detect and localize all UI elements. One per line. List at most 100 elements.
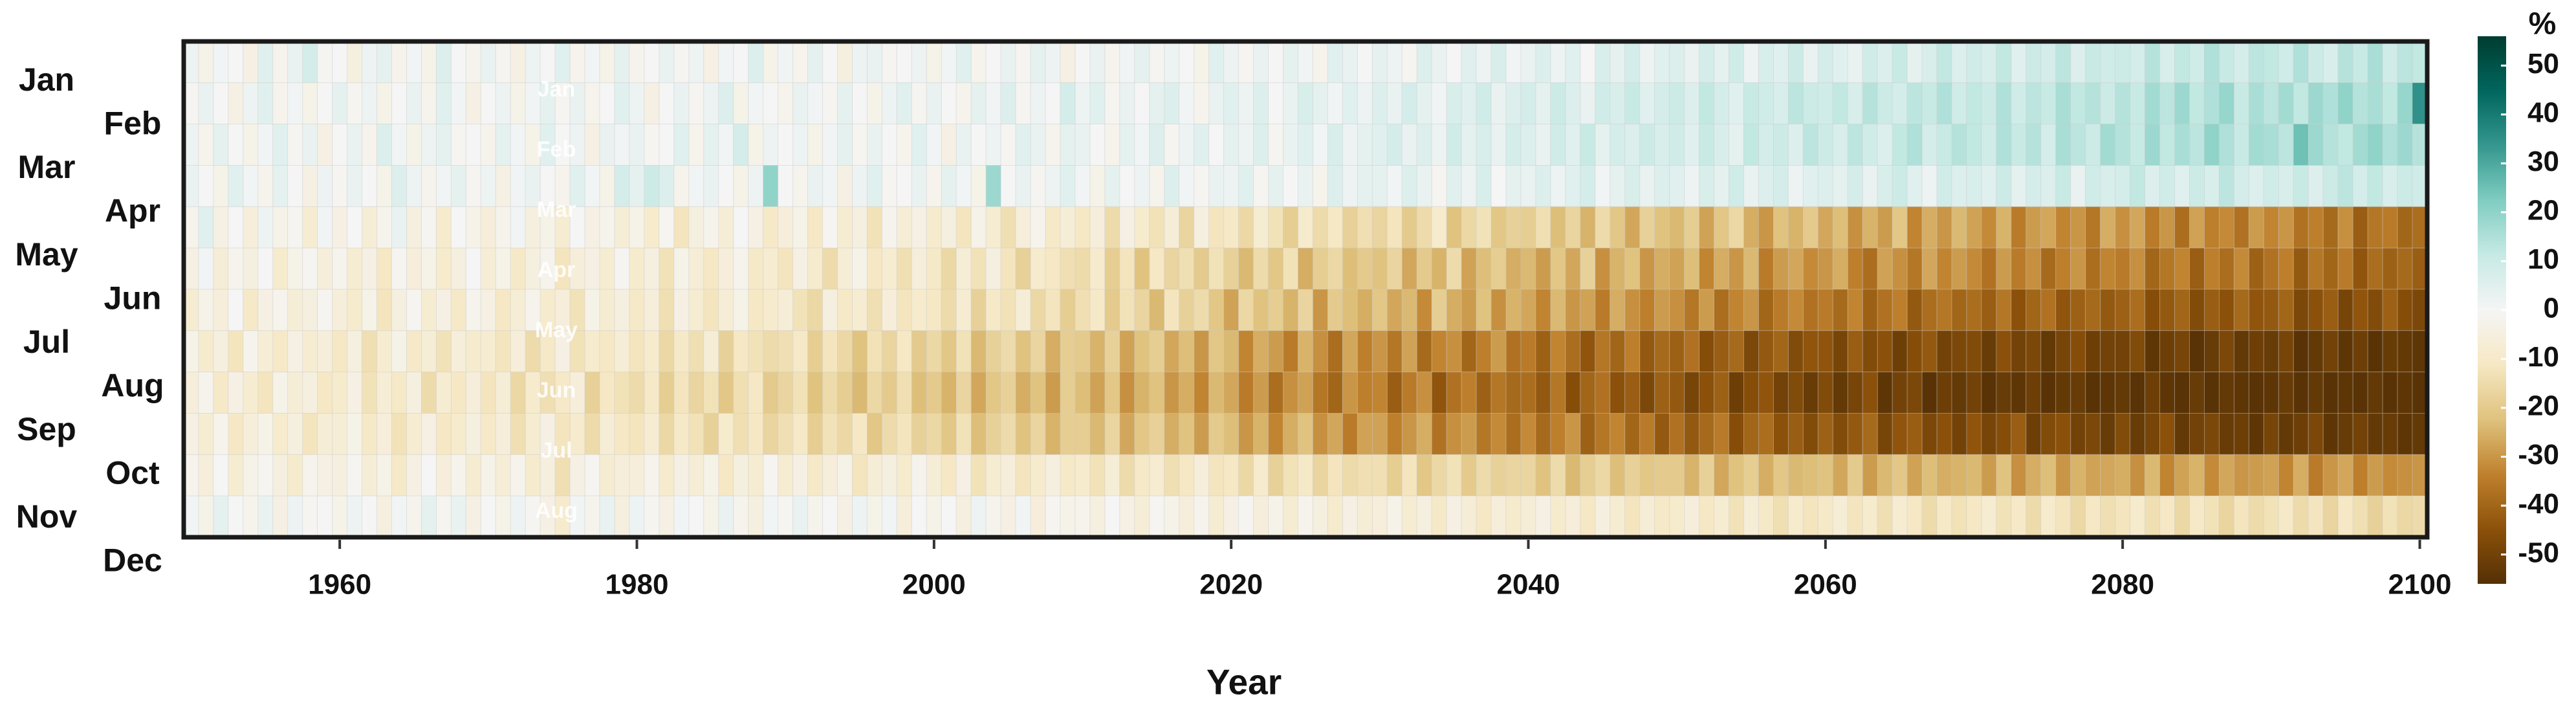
- heatmap-cell: [673, 124, 690, 166]
- heatmap-cell: [822, 372, 838, 414]
- heatmap-cell: [1179, 82, 1195, 125]
- heatmap-cell: [2025, 454, 2042, 496]
- heatmap-cell: [2322, 289, 2339, 331]
- heatmap-cell: [1134, 372, 1150, 414]
- heatmap-cell: [2233, 206, 2249, 249]
- heatmap-cell: [1119, 372, 1135, 414]
- heatmap-cell: [703, 247, 719, 290]
- heatmap-cell: [1253, 124, 1269, 166]
- heatmap-cell: [659, 372, 675, 414]
- heatmap-cell: [1580, 289, 1596, 331]
- heatmap-cell: [941, 41, 957, 83]
- heatmap-cell: [2278, 41, 2294, 83]
- heatmap-cell: [1639, 247, 1655, 290]
- heatmap-cell: [2293, 454, 2309, 496]
- heatmap-cell: [495, 495, 511, 538]
- heatmap-cell: [362, 495, 378, 538]
- heatmap-cell: [406, 289, 422, 331]
- heatmap-cell: [985, 413, 1001, 455]
- heatmap-cell: [778, 124, 794, 166]
- heatmap-cell: [1476, 206, 1492, 249]
- heatmap-cell: [1981, 247, 1997, 290]
- heatmap-cell: [1015, 247, 1031, 290]
- heatmap-cell: [1699, 454, 1715, 496]
- heatmap-cell: [198, 454, 214, 496]
- heatmap-cell: [1624, 247, 1641, 290]
- heatmap-cell: [1283, 124, 1299, 166]
- heatmap-cell: [1714, 247, 1730, 290]
- heatmap-cell: [1951, 413, 1967, 455]
- heatmap-cell: [480, 413, 496, 455]
- heatmap-cell: [2174, 82, 2190, 125]
- heatmap-cell: [644, 124, 660, 166]
- heatmap-cell: [1386, 495, 1403, 538]
- heatmap-cell: [1045, 495, 1061, 538]
- heatmap-cell: [1357, 372, 1373, 414]
- heatmap-cell: [644, 413, 660, 455]
- heatmap-cell: [1119, 247, 1135, 290]
- heatmap-cell: [614, 495, 630, 538]
- heatmap-cell: [1134, 247, 1150, 290]
- heatmap-cell: [2174, 247, 2190, 290]
- heatmap-cell: [228, 454, 244, 496]
- heatmap-cell: [2145, 247, 2161, 290]
- heatmap-cell: [2218, 289, 2234, 331]
- heatmap-cell: [2263, 454, 2279, 496]
- heatmap-cell: [2100, 206, 2116, 249]
- heatmap-cell: [287, 330, 303, 373]
- heatmap-cell: [1208, 124, 1225, 166]
- heatmap-cell: [2352, 454, 2368, 496]
- heatmap-cell: [778, 206, 794, 249]
- heatmap-cell: [2278, 289, 2294, 331]
- heatmap-cell: [2130, 41, 2146, 83]
- heatmap-cell: [659, 247, 675, 290]
- heatmap-cell: [1906, 289, 1923, 331]
- heatmap-cell: [1223, 247, 1239, 290]
- heatmap-cell: [2218, 82, 2234, 125]
- heatmap-cell: [2130, 372, 2146, 414]
- heatmap-cell: [465, 206, 481, 249]
- heatmap-cell: [1119, 330, 1135, 373]
- heatmap-cell: [1610, 289, 1626, 331]
- heatmap-cell: [1386, 413, 1403, 455]
- heatmap-cell: [1194, 495, 1210, 538]
- heatmap-cell: [1743, 247, 1759, 290]
- heatmap-cell: [1238, 247, 1254, 290]
- heatmap-cell: [1119, 495, 1135, 538]
- heatmap-cell: [2293, 41, 2309, 83]
- heatmap-cell: [2248, 495, 2264, 538]
- heatmap-cell: [1476, 82, 1492, 125]
- heatmap-cell: [2085, 289, 2101, 331]
- heatmap-cell: [317, 330, 333, 373]
- heatmap-cell: [1951, 82, 1967, 125]
- heatmap-cell: [287, 82, 303, 125]
- overlay-label: Aug: [535, 498, 578, 523]
- heatmap-cell: [332, 454, 348, 496]
- heatmap-cell: [1298, 247, 1313, 290]
- heatmap-cell: [2070, 124, 2086, 166]
- heatmap-cell: [317, 165, 333, 207]
- heatmap-cell: [1164, 454, 1180, 496]
- heatmap-cell: [1476, 289, 1492, 331]
- heatmap-cell: [1966, 330, 1982, 373]
- heatmap-cell: [332, 330, 348, 373]
- heatmap-cell: [1208, 413, 1225, 455]
- heatmap-cell: [1312, 165, 1328, 207]
- heatmap-cell: [792, 495, 809, 538]
- heatmap-cell: [1906, 124, 1923, 166]
- heatmap-cell: [881, 495, 897, 538]
- heatmap-cell: [2055, 413, 2071, 455]
- colorbar-tick-label: 50: [2527, 48, 2559, 80]
- heatmap-cell: [644, 372, 660, 414]
- heatmap-cell: [198, 41, 214, 83]
- heatmap-cell: [2055, 495, 2071, 538]
- heatmap-cell: [1892, 165, 1908, 207]
- heatmap-cell: [510, 165, 526, 207]
- heatmap-cell: [1669, 41, 1685, 83]
- heatmap-cell: [2040, 41, 2057, 83]
- heatmap-cell: [1149, 289, 1165, 331]
- heatmap-cell: [1565, 41, 1581, 83]
- heatmap-cell: [1401, 41, 1417, 83]
- heatmap-cell: [1194, 330, 1210, 373]
- heatmap-cell: [347, 495, 363, 538]
